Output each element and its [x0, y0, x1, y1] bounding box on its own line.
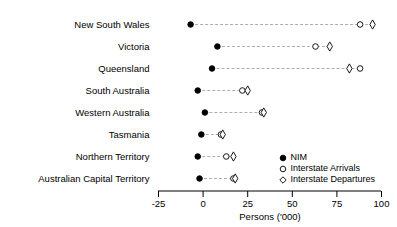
html-text:NIM: NIM	[290, 152, 307, 162]
svg-text:Queensland: Queensland	[98, 63, 149, 74]
svg-text:75: 75	[332, 198, 343, 209]
svg-text:25: 25	[242, 198, 253, 209]
svg-text:Australian Capital Territory: Australian Capital Territory	[38, 173, 149, 184]
svg-text:Northern Territory: Northern Territory	[76, 151, 150, 162]
svg-text:-25: -25	[152, 198, 166, 209]
svg-text:100: 100	[374, 198, 390, 209]
svg-text:Victoria: Victoria	[118, 41, 150, 52]
html-text:Interstate Departures: Interstate Departures	[290, 174, 375, 184]
svg-text:New South Wales: New South Wales	[74, 19, 149, 30]
svg-text:Tasmania: Tasmania	[109, 129, 150, 140]
svg-text:Western Australia: Western Australia	[75, 107, 150, 118]
svg-text:0: 0	[200, 198, 205, 209]
svg-text:50: 50	[287, 198, 298, 209]
html-text:Interstate Arrivals: Interstate Arrivals	[290, 163, 360, 173]
svg-text:Persons ('000): Persons ('000)	[239, 211, 300, 222]
svg-text:South Australia: South Australia	[86, 85, 151, 96]
